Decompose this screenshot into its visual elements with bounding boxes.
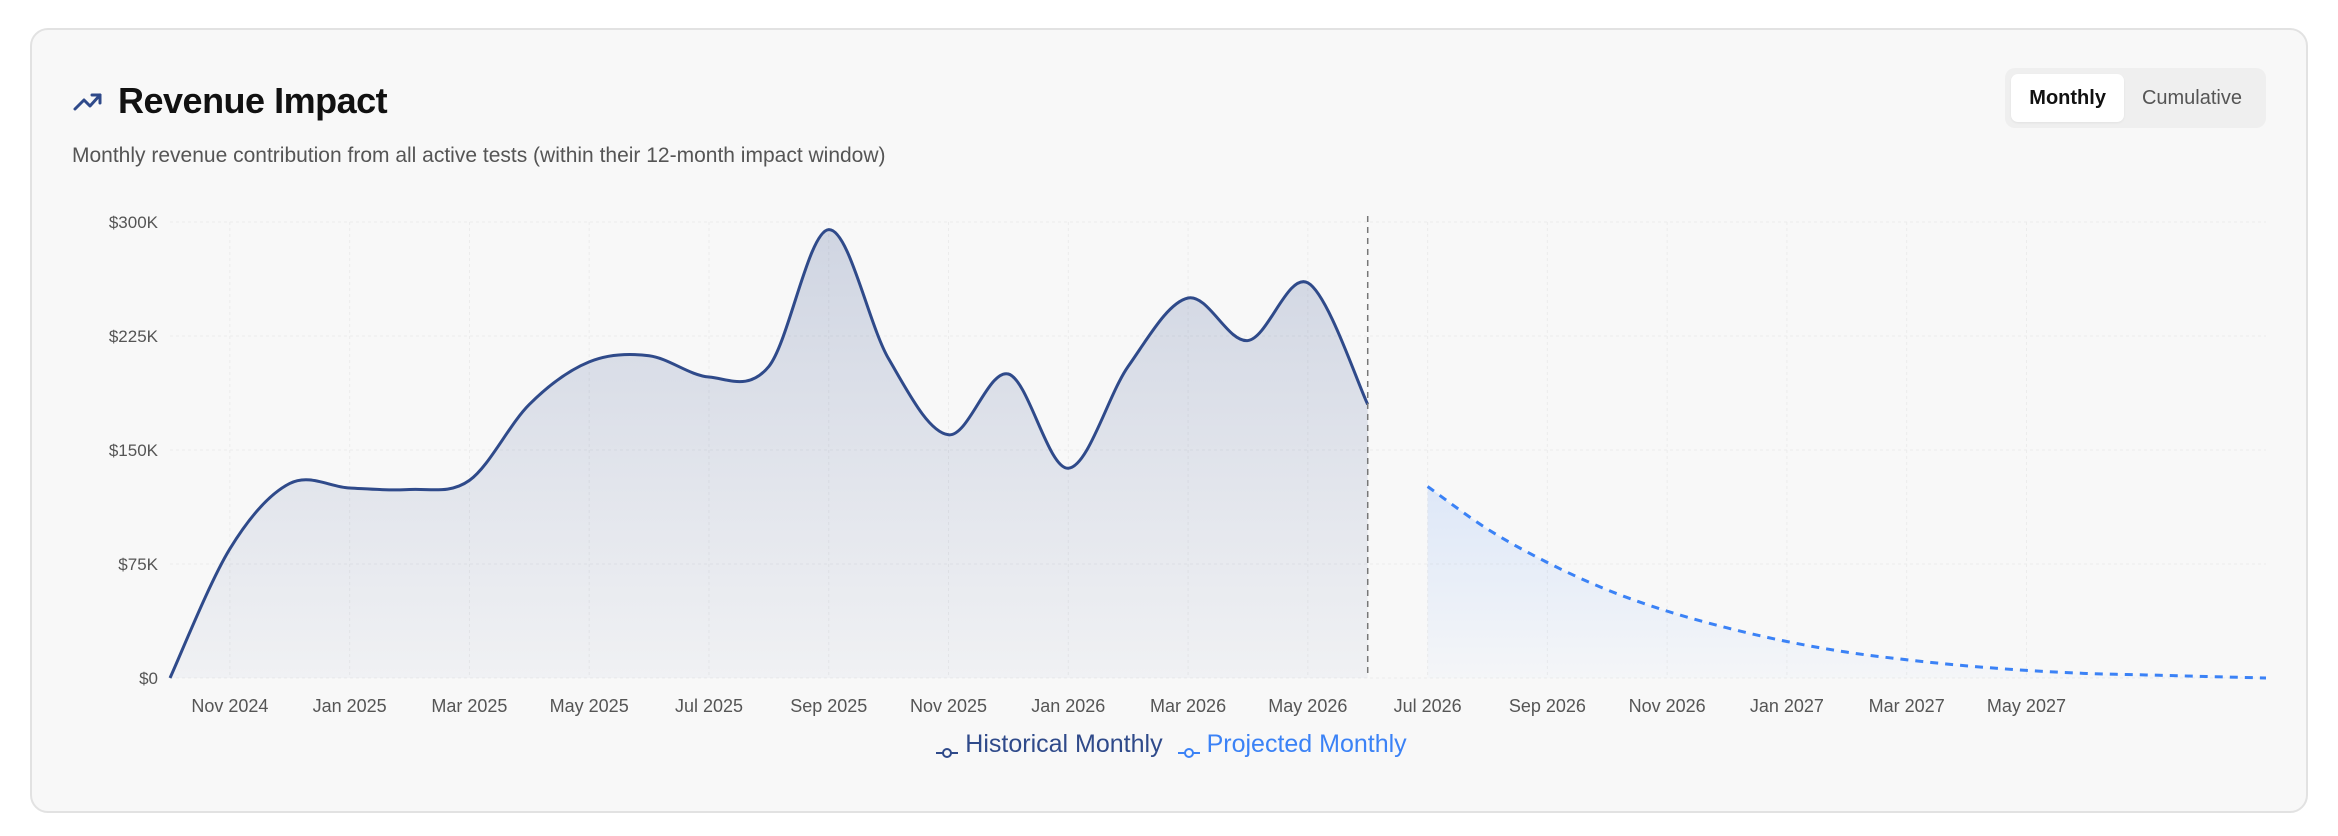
- card-header: Revenue Impact: [72, 80, 388, 122]
- historical-area: [170, 229, 1368, 678]
- legend-historical-label: Historical Monthly: [965, 730, 1163, 758]
- historical-line: [168, 228, 1370, 679]
- legend-item-historical[interactable]: Historical Monthly: [935, 730, 1163, 759]
- projected-area: [1427, 486, 2266, 678]
- x-tick-label: Jan 2026: [1031, 696, 1105, 716]
- page-title: Revenue Impact: [118, 80, 388, 121]
- x-tick-label: Jan 2025: [313, 696, 387, 716]
- x-tick-label: May 2026: [1268, 696, 1347, 716]
- legend-item-projected[interactable]: Projected Monthly: [1177, 730, 1407, 759]
- x-tick-label: May 2027: [1987, 696, 2066, 716]
- x-tick-label: Mar 2026: [1150, 696, 1226, 716]
- trending-up-icon: [72, 85, 104, 117]
- y-tick-label: $150K: [109, 441, 159, 460]
- toggle-cumulative-button[interactable]: Cumulative: [2141, 87, 2242, 109]
- y-tick-label: $225K: [109, 327, 159, 346]
- x-tick-label: Jul 2026: [1394, 696, 1462, 716]
- x-tick-label: May 2025: [550, 696, 629, 716]
- view-toggle: Monthly Cumulative: [2005, 68, 2266, 128]
- toggle-monthly-button[interactable]: Monthly: [2011, 74, 2124, 122]
- y-tick-label: $75K: [118, 555, 158, 574]
- x-tick-label: Sep 2025: [790, 696, 867, 716]
- y-tick-label: $0: [139, 669, 158, 688]
- legend-projected-label: Projected Monthly: [1206, 730, 1407, 758]
- x-tick-label: Mar 2027: [1869, 696, 1945, 716]
- card-subtitle: Monthly revenue contribution from all ac…: [72, 144, 886, 167]
- x-tick-label: Mar 2025: [431, 696, 507, 716]
- x-tick-label: Jul 2025: [675, 696, 743, 716]
- x-tick-label: Nov 2024: [191, 696, 268, 716]
- revenue-impact-card: Revenue Impact Monthly revenue contribut…: [30, 28, 2308, 813]
- chart-legend: Historical Monthly Projected Monthly: [32, 730, 2310, 759]
- chart-area: $0 $75K $150K $225K $300K Nov 2024 Jan 2025 Mar…: [32, 30, 2310, 815]
- x-tick-label: Nov 2025: [910, 696, 987, 716]
- x-tick-label: Sep 2026: [1509, 696, 1586, 716]
- x-tick-label: Jan 2027: [1750, 696, 1824, 716]
- y-tick-label: $300K: [109, 213, 159, 232]
- x-tick-label: Nov 2026: [1629, 696, 1706, 716]
- projected-line: [1426, 485, 2267, 680]
- legend-historical-marker: [935, 738, 959, 758]
- revenue-chart: $0 $75K $150K $225K $300K Nov 2024 Jan 2025 Mar…: [109, 213, 2267, 716]
- legend-projected-marker: [1177, 738, 1201, 758]
